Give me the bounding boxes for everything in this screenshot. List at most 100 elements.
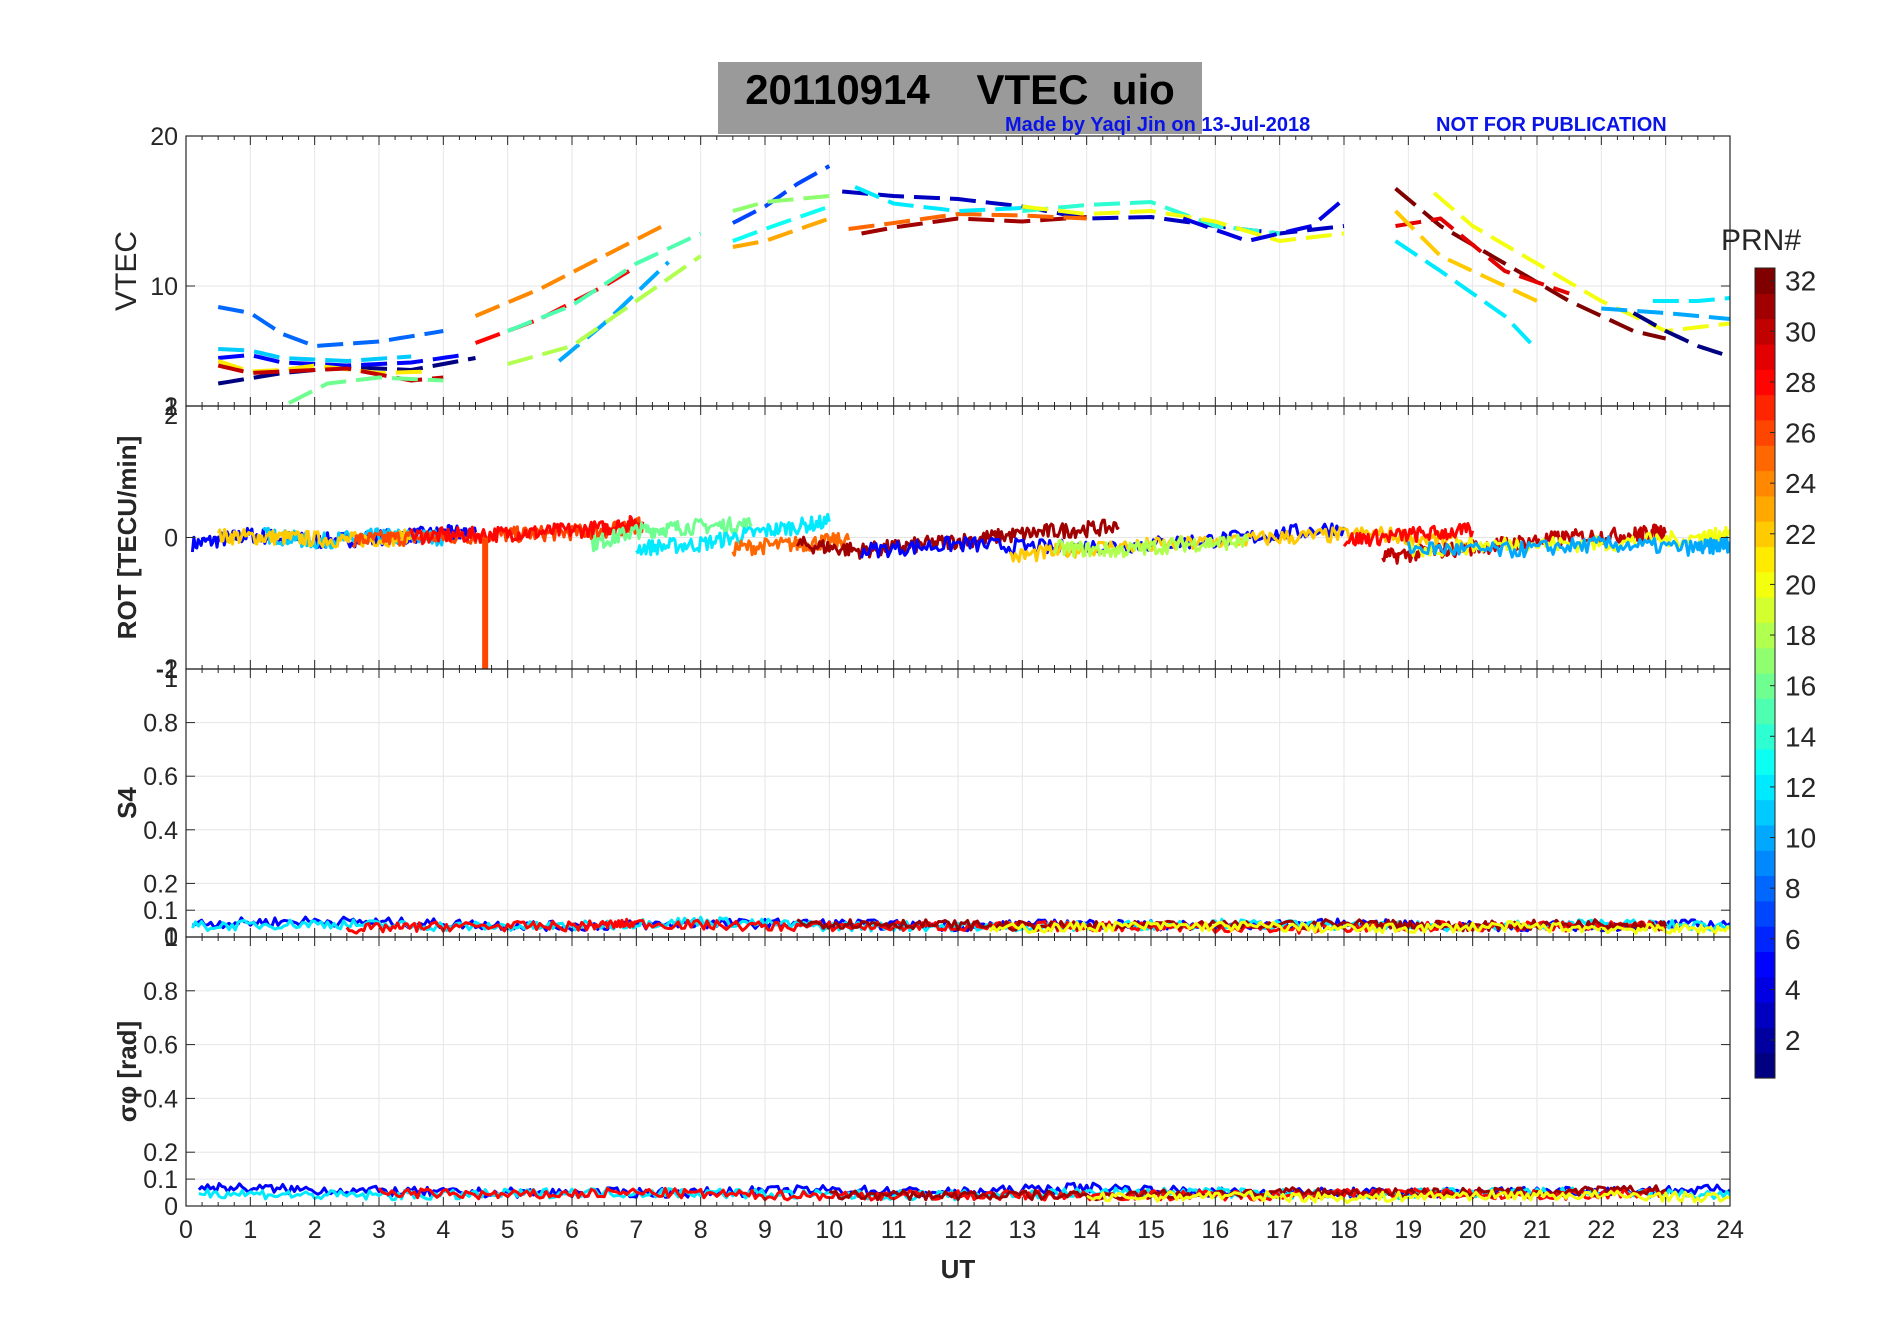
series-line-prn-10	[1601, 306, 1730, 321]
y-tick-label-overlap: 1	[164, 665, 178, 693]
colorbar-bin	[1755, 673, 1775, 699]
colorbar-tick-label: 22	[1785, 519, 1816, 550]
y-tick-label-overlap: 0	[164, 923, 178, 951]
series-line-prn-12	[1394, 239, 1533, 345]
colorbar-bin	[1755, 774, 1775, 801]
series-group	[197, 1181, 1730, 1205]
y-tick-label: 0.1	[143, 897, 178, 925]
series-line-prn-12	[1652, 296, 1730, 303]
colorbar-tick-label: 30	[1785, 316, 1816, 347]
x-tick-label: 19	[1394, 1216, 1422, 1244]
x-tick-label: 11	[881, 1216, 907, 1244]
colorbar-bin	[1755, 343, 1775, 370]
series-line-prn-16	[288, 375, 444, 405]
y-tick-label: 1	[164, 656, 178, 684]
series-line-prn-10	[1406, 535, 1730, 559]
colorbar-bin	[1755, 369, 1775, 396]
colorbar-bin	[1755, 824, 1775, 851]
colorbar-bin	[1755, 1052, 1775, 1079]
series-line-prn-15	[506, 231, 702, 333]
series-line-prn-20	[1432, 191, 1730, 333]
series-group	[217, 164, 1730, 405]
series-line-prn-31	[861, 215, 1087, 236]
x-tick-label: 4	[436, 1216, 450, 1244]
y-axis-label: VTEC	[110, 231, 143, 311]
series-line-prn-32	[1394, 186, 1667, 341]
y-tick-label: 0	[164, 525, 178, 553]
series-line-prn-1	[1632, 311, 1730, 359]
colorbar-bin	[1755, 850, 1775, 877]
chart-title: 20110914 VTEC uio	[718, 66, 1202, 114]
series-line-prn-20	[1022, 204, 1345, 243]
y-tick-label: 0.8	[143, 978, 178, 1006]
y-tick-label: 0.2	[143, 1139, 178, 1167]
colorbar-title: PRN#	[1721, 224, 1801, 257]
x-tick-label: 3	[372, 1216, 386, 1244]
x-tick-label: 21	[1523, 1216, 1551, 1244]
x-tick-label: 7	[629, 1216, 643, 1244]
series-line-prn-12	[191, 915, 1730, 933]
colorbar-bin	[1755, 1027, 1775, 1054]
x-tick-label: 24	[1716, 1216, 1744, 1244]
colorbar-bin	[1755, 1002, 1775, 1028]
series-group	[191, 915, 1730, 935]
colorbar-tick-label: 4	[1785, 974, 1801, 1005]
series-line-prn-18	[507, 254, 702, 366]
colorbar-bin	[1755, 318, 1775, 345]
title-banner	[718, 62, 1202, 134]
y-axis-label: S4	[112, 787, 142, 819]
colorbar-bin	[1755, 521, 1775, 548]
series-line-prn-31	[796, 918, 1668, 933]
series-line-prn-7	[731, 164, 831, 225]
colorbar-bin	[1755, 495, 1775, 522]
series-line-prn-10	[557, 260, 670, 363]
colorbar-bin	[1755, 546, 1775, 573]
series-line-prn-16	[590, 516, 753, 553]
colorbar-bin	[1755, 900, 1775, 927]
colorbar-tick-label: 26	[1785, 418, 1816, 449]
y-tick-label: 0	[164, 924, 178, 952]
colorbar-bin	[1755, 976, 1775, 1003]
y-tick-label: 1	[164, 393, 178, 421]
colorbar-frame	[1754, 267, 1776, 1079]
colorbar-tick-label: 8	[1785, 873, 1801, 904]
colorbar-bin	[1755, 571, 1775, 598]
title-date: 20110914	[745, 66, 930, 113]
x-tick-label: 18	[1330, 1216, 1358, 1244]
y-tick-label: 0.4	[143, 1085, 178, 1113]
x-tick-label: 14	[1073, 1216, 1101, 1244]
series-line-prn-28	[1342, 522, 1475, 548]
colorbar-bin	[1755, 647, 1775, 674]
y-tick-label: 2	[164, 393, 178, 421]
y-tick-label: -1	[156, 656, 178, 684]
series-line-prn-11	[218, 347, 412, 363]
x-tick-label: 8	[694, 1216, 708, 1244]
y-tick-label: 1	[164, 924, 178, 952]
y-axis-label: ROT [TECU/min]	[112, 436, 142, 640]
title-main: VTEC uio	[976, 66, 1175, 113]
y-tick-label: 0.6	[143, 763, 178, 791]
x-tick-label: 22	[1587, 1216, 1615, 1244]
colorbar-tick-label: 2	[1785, 1025, 1801, 1056]
series-line-prn-20	[988, 920, 1730, 935]
series-line-prn-17	[732, 194, 830, 213]
x-tick-label: 5	[501, 1216, 515, 1244]
colorbar-tick-label: 12	[1785, 772, 1816, 803]
series-line-prn-4	[1182, 197, 1346, 243]
colorbar-bin	[1755, 951, 1775, 978]
colorbar-bin	[1755, 723, 1775, 750]
x-tick-label: 10	[815, 1216, 843, 1244]
colorbar-tick-label: 20	[1785, 569, 1816, 600]
series-line-prn-12	[854, 185, 1023, 213]
series-line-prn-28	[409, 515, 645, 546]
colorbar-tick-label: 6	[1785, 924, 1801, 955]
x-tick-label: 9	[758, 1216, 772, 1244]
x-tick-label: 16	[1201, 1216, 1229, 1244]
y-axis-label: σφ [rad]	[112, 1021, 142, 1122]
y-tick-label: 0	[164, 1193, 178, 1221]
notice-text: NOT FOR PUBLICATION	[1436, 114, 1667, 136]
